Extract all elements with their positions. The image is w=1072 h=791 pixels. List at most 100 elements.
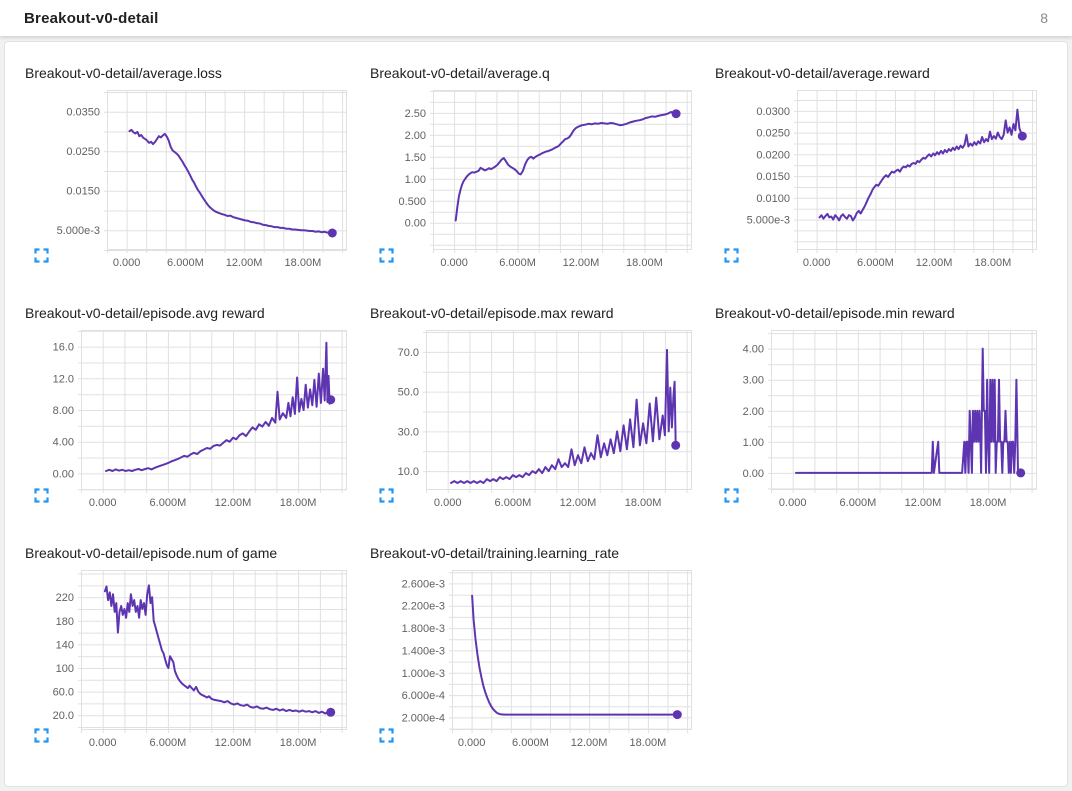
svg-text:0.0150: 0.0150 — [756, 171, 790, 183]
chart-title: Breakout-v0-detail/average.loss — [25, 65, 222, 81]
expand-chart-button[interactable] — [379, 248, 395, 264]
svg-text:100: 100 — [56, 663, 74, 675]
line-chart[interactable]: 2.600e-3 2.200e-3 1.800e-3 1.400e-3 1.000e-3… — [370, 564, 700, 756]
svg-text:3.00: 3.00 — [743, 375, 764, 387]
fullscreen-icon — [34, 488, 49, 503]
line-chart[interactable]: 0.0350 0.0250 0.0150 5.000e-3 0.000 6.000M 12.… — [25, 84, 355, 276]
svg-text:140: 140 — [56, 639, 74, 651]
svg-text:18.00M: 18.00M — [280, 497, 317, 509]
svg-text:0.000: 0.000 — [779, 497, 807, 509]
svg-text:1.50: 1.50 — [405, 152, 426, 164]
fullscreen-icon — [34, 248, 49, 263]
svg-text:0.000: 0.000 — [440, 257, 468, 269]
chart-title: Breakout-v0-detail/episode.num of game — [25, 545, 278, 561]
expand-chart-button[interactable] — [724, 488, 740, 504]
chart-tile: Breakout-v0-detail/average.q 2.50 2.00 1.5… — [370, 64, 715, 276]
svg-text:12.00M: 12.00M — [215, 497, 252, 509]
svg-text:60.0: 60.0 — [53, 687, 74, 699]
svg-text:6.000M: 6.000M — [840, 497, 877, 509]
line-chart[interactable]: 220 180 140 100 60.0 20.0 0.000 6.000M 12.00M 18.… — [25, 564, 355, 756]
svg-text:2.00: 2.00 — [743, 406, 764, 418]
svg-text:18.00M: 18.00M — [625, 497, 662, 509]
svg-text:6.000M: 6.000M — [857, 257, 894, 269]
chart-tile: Breakout-v0-detail/episode.avg reward 16… — [25, 304, 370, 516]
svg-text:6.000M: 6.000M — [512, 737, 549, 749]
svg-text:12.00M: 12.00M — [563, 257, 600, 269]
svg-text:0.0150: 0.0150 — [66, 186, 100, 198]
fullscreen-icon — [379, 728, 394, 743]
svg-text:1.000e-3: 1.000e-3 — [402, 668, 445, 680]
svg-text:1.00: 1.00 — [743, 437, 764, 449]
line-chart[interactable]: 70.0 50.0 30.0 10.0 0.000 6.000M 12.00M 18.00M — [370, 324, 700, 516]
expand-chart-button[interactable] — [34, 248, 50, 264]
line-chart[interactable]: 2.50 2.00 1.50 1.00 0.500 0.00 0.000 6.000M 12.0… — [370, 84, 700, 276]
line-chart[interactable]: 16.0 12.0 8.00 4.00 0.00 0.000 6.000M 12.00M 18.… — [25, 324, 355, 516]
chart-tile: Breakout-v0-detail/average.loss 0.0350 0.… — [25, 64, 370, 276]
line-chart[interactable]: 0.0300 0.0250 0.0200 0.0150 0.0100 5.000e-3 0.… — [715, 84, 1045, 276]
svg-text:70.0: 70.0 — [398, 347, 419, 359]
chart-title: Breakout-v0-detail/average.q — [370, 65, 550, 81]
svg-text:0.500: 0.500 — [398, 196, 426, 208]
fullscreen-icon — [724, 488, 739, 503]
svg-text:6.000M: 6.000M — [495, 497, 532, 509]
svg-text:0.00: 0.00 — [743, 468, 764, 480]
svg-text:16.0: 16.0 — [53, 342, 74, 354]
chart-title: Breakout-v0-detail/average.reward — [715, 65, 930, 81]
expand-chart-button[interactable] — [724, 248, 740, 264]
svg-text:18.00M: 18.00M — [280, 737, 317, 749]
svg-text:12.00M: 12.00M — [905, 497, 942, 509]
svg-text:50.0: 50.0 — [398, 387, 419, 399]
chart-title: Breakout-v0-detail/training.learning_rat… — [370, 545, 620, 561]
chart-tile: Breakout-v0-detail/episode.max reward 70… — [370, 304, 715, 516]
page-title: Breakout-v0-detail — [24, 9, 159, 27]
svg-text:0.0250: 0.0250 — [66, 146, 100, 158]
svg-text:1.400e-3: 1.400e-3 — [402, 645, 445, 657]
expand-chart-button[interactable] — [34, 728, 50, 744]
svg-text:12.0: 12.0 — [53, 373, 74, 385]
svg-text:0.0350: 0.0350 — [66, 107, 100, 119]
svg-text:2.600e-3: 2.600e-3 — [402, 578, 445, 590]
chart-count-badge: 8 — [1040, 10, 1048, 26]
svg-text:1.800e-3: 1.800e-3 — [402, 623, 445, 635]
svg-text:0.0300: 0.0300 — [756, 106, 790, 118]
svg-text:1.00: 1.00 — [405, 174, 426, 186]
svg-text:0.0250: 0.0250 — [756, 128, 790, 140]
svg-text:6.000M: 6.000M — [167, 257, 204, 269]
svg-text:18.00M: 18.00M — [970, 497, 1007, 509]
fullscreen-icon — [34, 728, 49, 743]
svg-text:8.00: 8.00 — [53, 405, 74, 417]
svg-text:2.000e-4: 2.000e-4 — [402, 712, 445, 724]
svg-text:18.00M: 18.00M — [626, 257, 663, 269]
svg-text:0.0100: 0.0100 — [756, 193, 790, 205]
svg-text:10.0: 10.0 — [398, 466, 419, 478]
svg-text:2.50: 2.50 — [405, 108, 426, 120]
svg-text:4.00: 4.00 — [743, 344, 764, 356]
svg-text:18.00M: 18.00M — [975, 257, 1012, 269]
svg-text:0.0200: 0.0200 — [756, 149, 790, 161]
chart-tile: Breakout-v0-detail/average.reward 0.0300… — [715, 64, 1060, 276]
svg-text:4.00: 4.00 — [53, 437, 74, 449]
expand-chart-button[interactable] — [379, 488, 395, 504]
chart-title: Breakout-v0-detail/episode.min reward — [715, 305, 955, 321]
chart-title: Breakout-v0-detail/episode.avg reward — [25, 305, 265, 321]
svg-text:0.000: 0.000 — [113, 257, 141, 269]
expand-chart-button[interactable] — [34, 488, 50, 504]
svg-text:180: 180 — [56, 616, 74, 628]
svg-text:2.200e-3: 2.200e-3 — [402, 601, 445, 613]
expand-chart-button[interactable] — [379, 728, 395, 744]
svg-text:20.0: 20.0 — [53, 710, 74, 722]
svg-text:6.000M: 6.000M — [150, 497, 187, 509]
svg-text:2.00: 2.00 — [405, 130, 426, 142]
fullscreen-icon — [379, 488, 394, 503]
svg-text:0.000: 0.000 — [458, 737, 486, 749]
svg-text:12.00M: 12.00M — [571, 737, 608, 749]
svg-text:5.000e-3: 5.000e-3 — [57, 225, 100, 237]
svg-text:0.000: 0.000 — [803, 257, 831, 269]
svg-text:0.00: 0.00 — [53, 468, 74, 480]
svg-text:12.00M: 12.00M — [226, 257, 263, 269]
chart-title: Breakout-v0-detail/episode.max reward — [370, 305, 614, 321]
line-chart[interactable]: 4.00 3.00 2.00 1.00 0.00 0.000 6.000M 12.00M 18.… — [715, 324, 1045, 516]
header-bar: Breakout-v0-detail 8 — [0, 0, 1072, 36]
svg-text:18.00M: 18.00M — [630, 737, 667, 749]
